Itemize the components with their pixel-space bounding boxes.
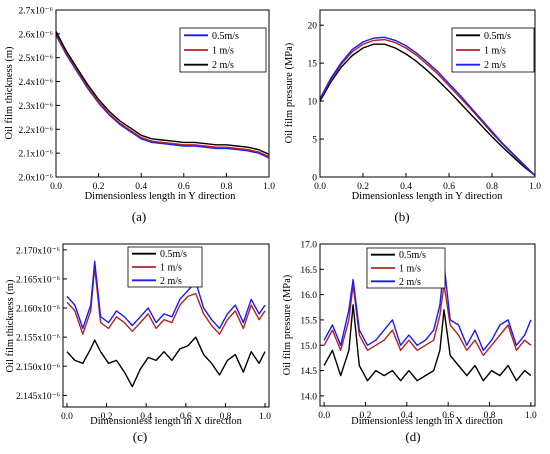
y-tick-label: 20: [308, 22, 318, 32]
y-tick-label: 2.160x10⁻⁶: [16, 305, 60, 315]
plot-frame: [62, 243, 270, 408]
x-tick-label: 0.6: [443, 182, 455, 192]
chart-b: 0.0 0.2 0.4 0.6 0.8 1.0 0 5 10 15 20 Dimensionless …: [284, 9, 541, 224]
y-tick-label: 2.4x10⁻⁶: [19, 78, 53, 88]
series-line-a-2: [55, 31, 270, 155]
panel-caption: (a): [132, 209, 146, 224]
x-axis-label: Dimensionless length in X direction: [90, 416, 242, 427]
legend-label: 1 m/s: [212, 46, 234, 57]
series-line-a-1: [55, 33, 270, 158]
x-tick-label: 1.0: [525, 411, 537, 421]
y-tick-label: 2.170x10⁻⁶: [16, 246, 60, 256]
x-tick-label: 0.4: [401, 411, 413, 421]
x-axis-label: Dimensionless length in Y direction: [352, 191, 504, 202]
y-tick-label: 15: [308, 60, 318, 70]
y-axis-label: Oil film pressure (MPa): [282, 274, 293, 375]
plot-frame: [319, 243, 536, 407]
y-tick-label: 2.2x10⁻⁶: [19, 126, 53, 136]
plot-frame: [55, 9, 270, 178]
y-tick-label: 2.155x10⁻⁶: [16, 334, 60, 344]
y-tick-label: 2.5x10⁻⁶: [19, 54, 53, 64]
x-tick-label: 0.8: [219, 412, 231, 422]
plot-frame: [319, 9, 536, 178]
x-tick-label: 0.4: [140, 412, 152, 422]
x-tick-label: 0.6: [442, 411, 454, 421]
x-tick-label: 1.0: [263, 182, 275, 192]
y-tick-label: 15.5: [300, 316, 317, 326]
series-line-b-0: [319, 43, 536, 177]
x-tick-label: 0.2: [357, 182, 369, 192]
y-axis-label: Oil film thickness (m): [4, 46, 15, 140]
legend: 0.5m/s 1 m/s 2 m/s: [366, 247, 446, 289]
y-tick-label: 2.3x10⁻⁶: [19, 102, 53, 112]
x-tick-label: 0.4: [135, 182, 147, 192]
legend: 0.5m/s 1 m/s 2 m/s: [179, 27, 267, 73]
x-axis-label: Dimensionless length in Y direction: [85, 191, 237, 202]
x-tick-label: 0.8: [486, 182, 498, 192]
y-tick-label: 2.150x10⁻⁶: [16, 363, 60, 373]
y-tick-label: 17.0: [300, 241, 317, 251]
legend: 0.5m/s 1 m/s 2 m/s: [451, 27, 535, 73]
y-tick-label: 16.0: [300, 291, 317, 301]
legend-label: 2 m/s: [399, 277, 421, 288]
x-tick-label: 0.6: [178, 182, 190, 192]
y-tick-label: 5: [312, 136, 317, 146]
panel-caption: (b): [394, 209, 409, 224]
x-tick-label: 0.8: [484, 411, 496, 421]
legend-label: 0.5m/s: [160, 249, 187, 260]
x-tick-label: 0.0: [318, 411, 330, 421]
chart-d: 0.0 0.2 0.4 0.6 0.8 1.0 14.0 14.5 15.0 15.5 16.0 16…: [282, 241, 537, 445]
chart-c: 0.0 0.2 0.4 0.6 0.8 1.0 2.145x10⁻⁶ 2.150x10⁻⁶ 2.…: [5, 243, 271, 444]
legend-label: 2 m/s: [212, 60, 234, 71]
legend-label: 0.5m/s: [484, 31, 511, 42]
y-tick-label: 16.5: [300, 266, 317, 276]
y-tick-label: 2.1x10⁻⁶: [19, 150, 53, 160]
legend-label: 1 m/s: [160, 263, 182, 274]
x-tick-label: 1.0: [259, 412, 271, 422]
x-tick-label: 0.2: [101, 412, 113, 422]
x-tick-label: 0.2: [360, 411, 372, 421]
series-line-c-2: [66, 260, 266, 330]
legend-label: 1 m/s: [399, 264, 421, 275]
y-tick-label: 2.7x10⁻⁶: [19, 7, 53, 17]
legend-label: 1 m/s: [484, 46, 506, 57]
y-tick-label: 15.0: [300, 342, 317, 352]
legend-label: 2 m/s: [484, 60, 506, 71]
x-tick-label: 0.4: [400, 182, 412, 192]
y-tick-label: 2.145x10⁻⁶: [16, 392, 60, 402]
y-axis-label: Oil film pressure (MPa): [284, 42, 295, 143]
series-line-d-2: [323, 263, 532, 351]
y-tick-label: 0: [312, 174, 317, 184]
y-axis-label: Oil film thickness (m): [5, 279, 16, 373]
x-tick-label: 0.8: [220, 182, 232, 192]
y-tick-label: 10: [308, 98, 318, 108]
x-tick-label: 0.6: [180, 412, 192, 422]
y-tick-label: 14.5: [300, 367, 317, 377]
series-line-d-0: [323, 304, 532, 382]
x-tick-label: 0.2: [93, 182, 105, 192]
x-axis-label: Dimensionless length in X direction: [351, 416, 503, 427]
x-tick-label: 0.0: [50, 182, 62, 192]
x-tick-label: 0.0: [61, 412, 73, 422]
y-tick-label: 2.165x10⁻⁶: [16, 275, 60, 285]
x-tick-label: 1.0: [529, 182, 541, 192]
panel-caption: (c): [133, 429, 147, 444]
legend-label: 2 m/s: [160, 276, 182, 287]
legend-label: 0.5m/s: [399, 250, 426, 261]
panel-caption: (d): [405, 429, 420, 444]
legend: 0.5m/s 1 m/s 2 m/s: [127, 246, 203, 288]
chart-a: 0.0 0.2 0.4 0.6 0.8 1.0 2.0x10⁻⁶ 2.1x10⁻⁶ 2.2x10…: [4, 7, 275, 225]
y-tick-label: 2.0x10⁻⁶: [19, 174, 53, 184]
series-line-c-0: [66, 336, 266, 388]
x-tick-label: 0.0: [314, 182, 326, 192]
series-line-b-2: [319, 36, 536, 176]
y-tick-label: 14.0: [300, 392, 317, 402]
y-tick-label: 2.6x10⁻⁶: [19, 30, 53, 40]
legend-label: 0.5m/s: [212, 31, 239, 42]
